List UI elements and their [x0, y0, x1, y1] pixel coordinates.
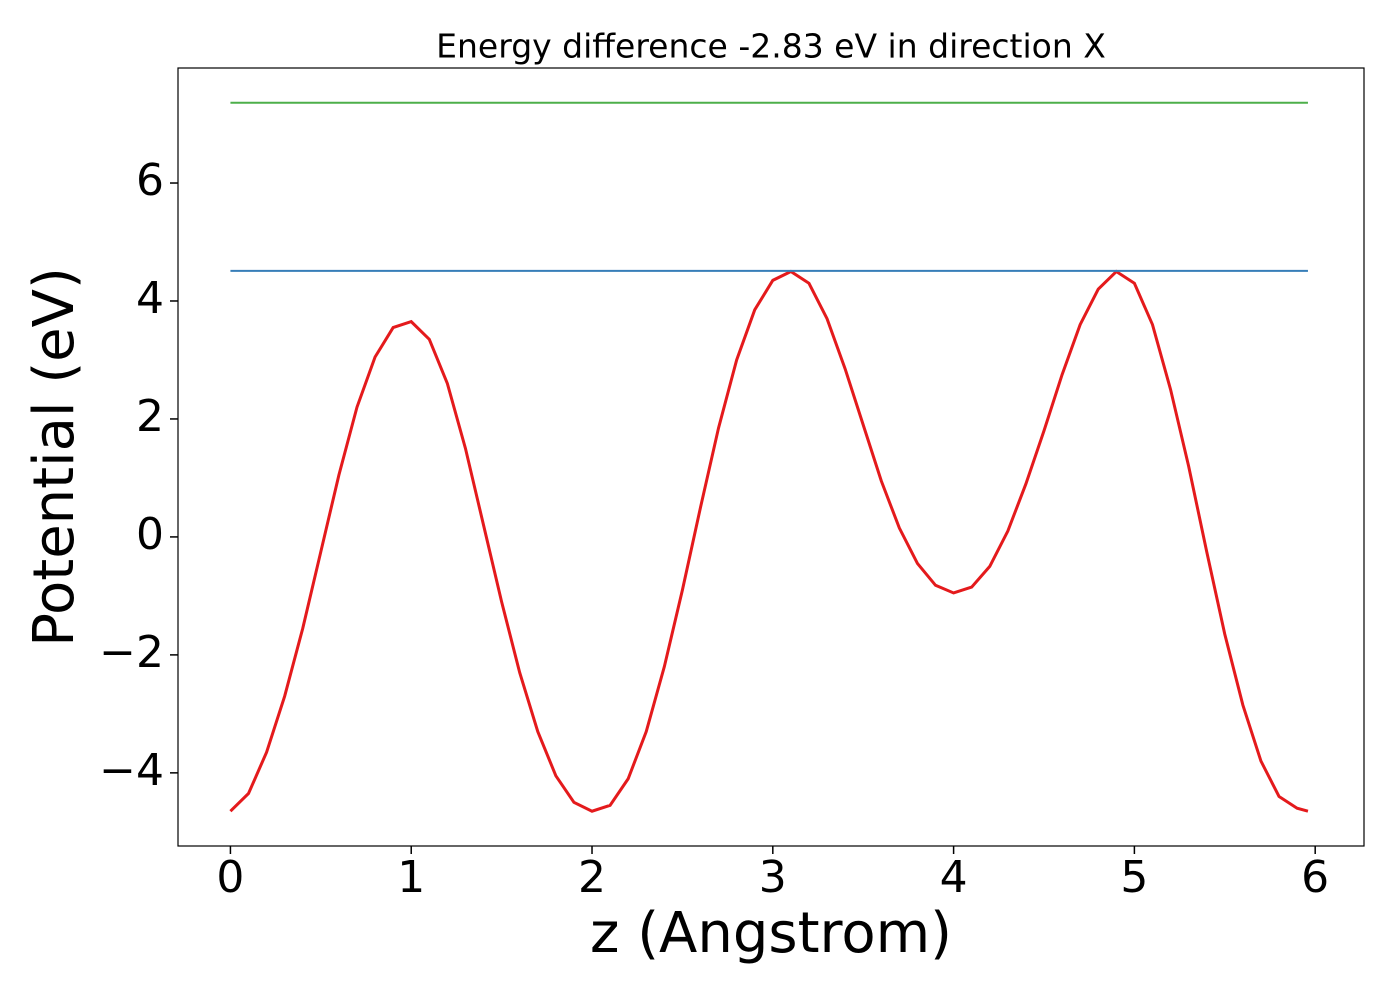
x-axis-label: z (Angstrom) — [590, 901, 952, 966]
chart-title: Energy difference -2.83 eV in direction … — [436, 27, 1106, 66]
plot-frame — [177, 67, 1365, 847]
y-tick-label: −2 — [99, 627, 164, 678]
x-tick-label: 1 — [397, 852, 425, 903]
x-tick-label: 0 — [216, 852, 244, 903]
x-tick-label: 2 — [578, 852, 606, 903]
x-tick-label: 6 — [1301, 852, 1329, 903]
x-tick-label: 5 — [1120, 852, 1148, 903]
y-tick-label: 6 — [136, 155, 164, 206]
y-tick-label: 2 — [136, 391, 164, 442]
y-axis-label: Potential (eV) — [22, 267, 87, 647]
data-line — [229, 269, 1309, 813]
x-tick-label: 3 — [759, 852, 787, 903]
x-tick-label: 4 — [940, 852, 968, 903]
y-tick-label: 4 — [136, 273, 164, 324]
y-tick-label: 0 — [136, 509, 164, 560]
y-tick-label: −4 — [99, 745, 164, 796]
